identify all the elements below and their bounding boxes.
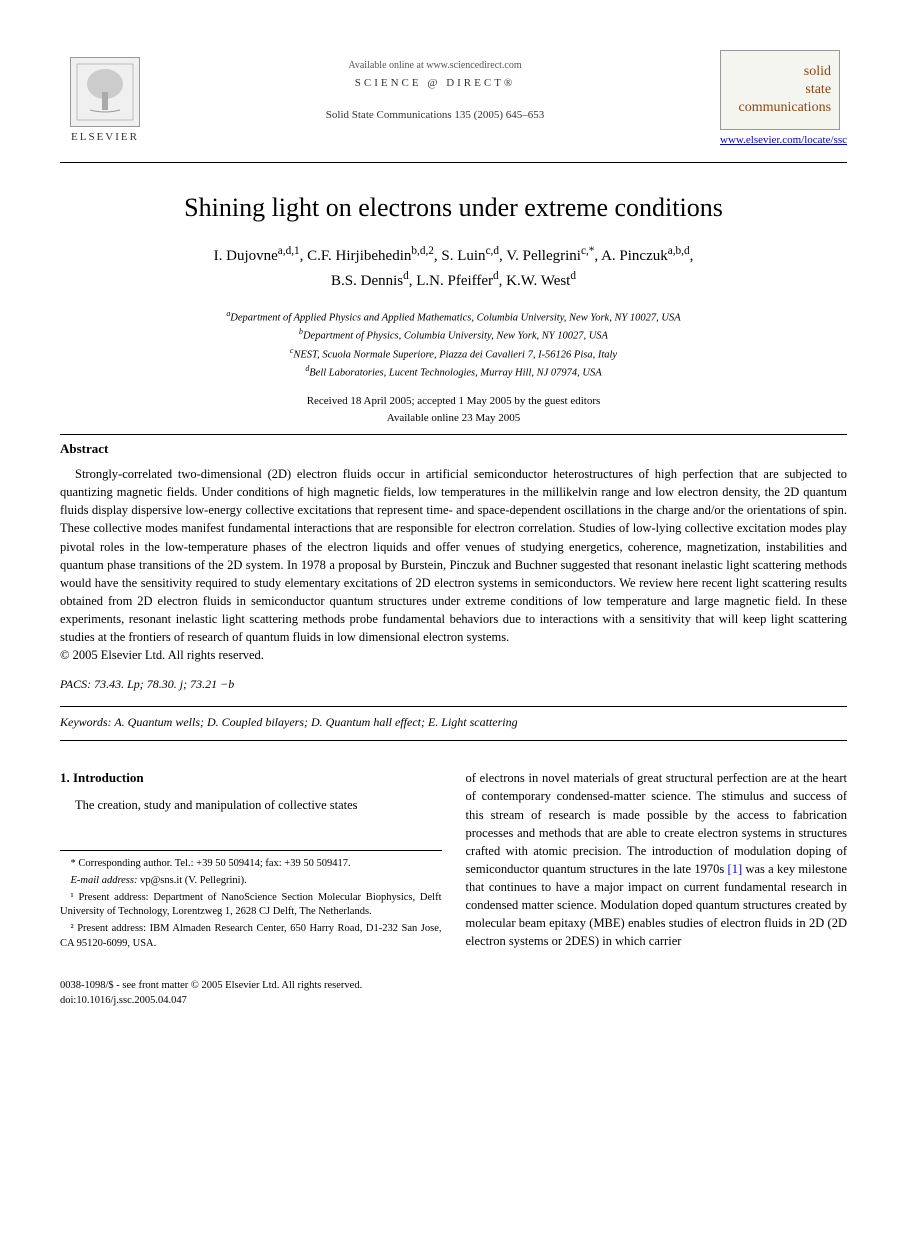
author-3: , S. Luin: [434, 248, 486, 264]
footer-block: 0038-1098/$ - see front matter © 2005 El…: [60, 979, 847, 1008]
article-title: Shining light on electrons under extreme…: [60, 193, 847, 223]
affiliations-block: aDepartment of Applied Physics and Appli…: [60, 308, 847, 381]
author-4-sup: c,*: [581, 245, 594, 257]
author-3-sup: c,d: [486, 245, 499, 257]
affiliation-d: dBell Laboratories, Lucent Technologies,…: [60, 363, 847, 381]
footer-doi: doi:10.1016/j.ssc.2005.04.047: [60, 994, 847, 1009]
footnote-1: ¹ Present address: Department of NanoSci…: [60, 891, 442, 920]
divider-top: [60, 162, 847, 163]
body-two-column: 1. Introduction The creation, study and …: [60, 769, 847, 953]
journal-url-link[interactable]: www.elsevier.com/locate/ssc: [720, 134, 847, 146]
affiliation-d-text: Bell Laboratories, Lucent Technologies, …: [309, 367, 601, 378]
divider-after-dates: [60, 434, 847, 435]
author-sep-1: , C.F. Hirjibehedin: [300, 248, 412, 264]
pacs-label: PACS:: [60, 677, 91, 691]
author-4: , V. Pellegrini: [499, 248, 581, 264]
author-8: , K.W. West: [499, 273, 571, 289]
center-header: Available online at www.sciencedirect.co…: [150, 50, 720, 121]
pacs-line: PACS: 73.43. Lp; 78.30. j; 73.21 −b: [60, 677, 847, 692]
keywords-text: A. Quantum wells; D. Coupled bilayers; D…: [112, 715, 518, 729]
footer-issn: 0038-1098/$ - see front matter © 2005 El…: [60, 979, 847, 994]
affiliation-b-text: Department of Physics, Columbia Universi…: [303, 331, 608, 342]
online-date: Available online 23 May 2005: [60, 410, 847, 427]
divider-after-keywords: [60, 740, 847, 741]
author-5-sup: a,b,d: [668, 245, 690, 257]
authors-list: I. Dujovnea,d,1, C.F. Hirjibehedinb,d,2,…: [60, 243, 847, 292]
publisher-name: ELSEVIER: [71, 131, 139, 143]
section-1-heading: 1. Introduction: [60, 769, 442, 788]
abstract-text: Strongly-correlated two-dimensional (2D)…: [60, 465, 847, 646]
author-sep-5: ,: [690, 248, 694, 264]
available-online-text: Available online at www.sciencedirect.co…: [150, 60, 720, 71]
author-2-sup: b,d,2: [411, 245, 434, 257]
pacs-codes: 73.43. Lp; 78.30. j; 73.21 −b: [91, 677, 234, 691]
author-1: I. Dujovne: [214, 248, 278, 264]
author-5: , A. Pinczuk: [594, 248, 667, 264]
journal-name-3: communications: [738, 99, 831, 117]
author-1-sup: a,d,1: [278, 245, 300, 257]
journal-name-1: solid: [804, 63, 831, 81]
intro-para-left: The creation, study and manipulation of …: [60, 796, 442, 814]
copyright-line: © 2005 Elsevier Ltd. All rights reserved…: [60, 648, 847, 663]
affiliation-c-text: NEST, Scuola Normale Superiore, Piazza d…: [293, 349, 617, 360]
right-column: of electrons in novel materials of great…: [466, 769, 848, 953]
affiliation-a-text: Department of Applied Physics and Applie…: [230, 313, 680, 324]
divider-before-keywords: [60, 706, 847, 707]
author-6: B.S. Dennis: [331, 273, 403, 289]
affiliation-c: cNEST, Scuola Normale Superiore, Piazza …: [60, 345, 847, 363]
left-column: 1. Introduction The creation, study and …: [60, 769, 442, 953]
affiliation-a: aDepartment of Applied Physics and Appli…: [60, 308, 847, 326]
science-direct-logo: SCIENCE @ DIRECT®: [150, 77, 720, 89]
journal-name-2: state: [805, 81, 831, 99]
email-value: vp@sns.it (V. Pellegrini).: [137, 875, 246, 886]
keywords-line: Keywords: A. Quantum wells; D. Coupled b…: [60, 715, 847, 730]
author-8-sup: d: [570, 270, 576, 282]
footnote-2: ² Present address: IBM Almaden Research …: [60, 922, 442, 951]
dates-block: Received 18 April 2005; accepted 1 May 2…: [60, 393, 847, 426]
journal-title-box: solid state communications: [720, 50, 840, 130]
footnotes-block: * Corresponding author. Tel.: +39 50 509…: [60, 850, 442, 951]
intro-para-right: of electrons in novel materials of great…: [466, 769, 848, 950]
footnote-corresponding: * Corresponding author. Tel.: +39 50 509…: [60, 857, 442, 872]
journal-reference: Solid State Communications 135 (2005) 64…: [150, 109, 720, 121]
journal-box-container: solid state communications www.elsevier.…: [720, 50, 847, 146]
footnote-email: E-mail address: vp@sns.it (V. Pellegrini…: [60, 874, 442, 889]
keywords-label: Keywords:: [60, 715, 112, 729]
elsevier-tree-icon: [70, 57, 140, 127]
email-label: E-mail address:: [71, 875, 138, 886]
abstract-heading: Abstract: [60, 441, 847, 457]
publisher-logo: ELSEVIER: [60, 50, 150, 150]
received-date: Received 18 April 2005; accepted 1 May 2…: [60, 393, 847, 410]
affiliation-b: bDepartment of Physics, Columbia Univers…: [60, 326, 847, 344]
author-7: , L.N. Pfeiffer: [409, 273, 493, 289]
header-row: ELSEVIER Available online at www.science…: [60, 50, 847, 150]
